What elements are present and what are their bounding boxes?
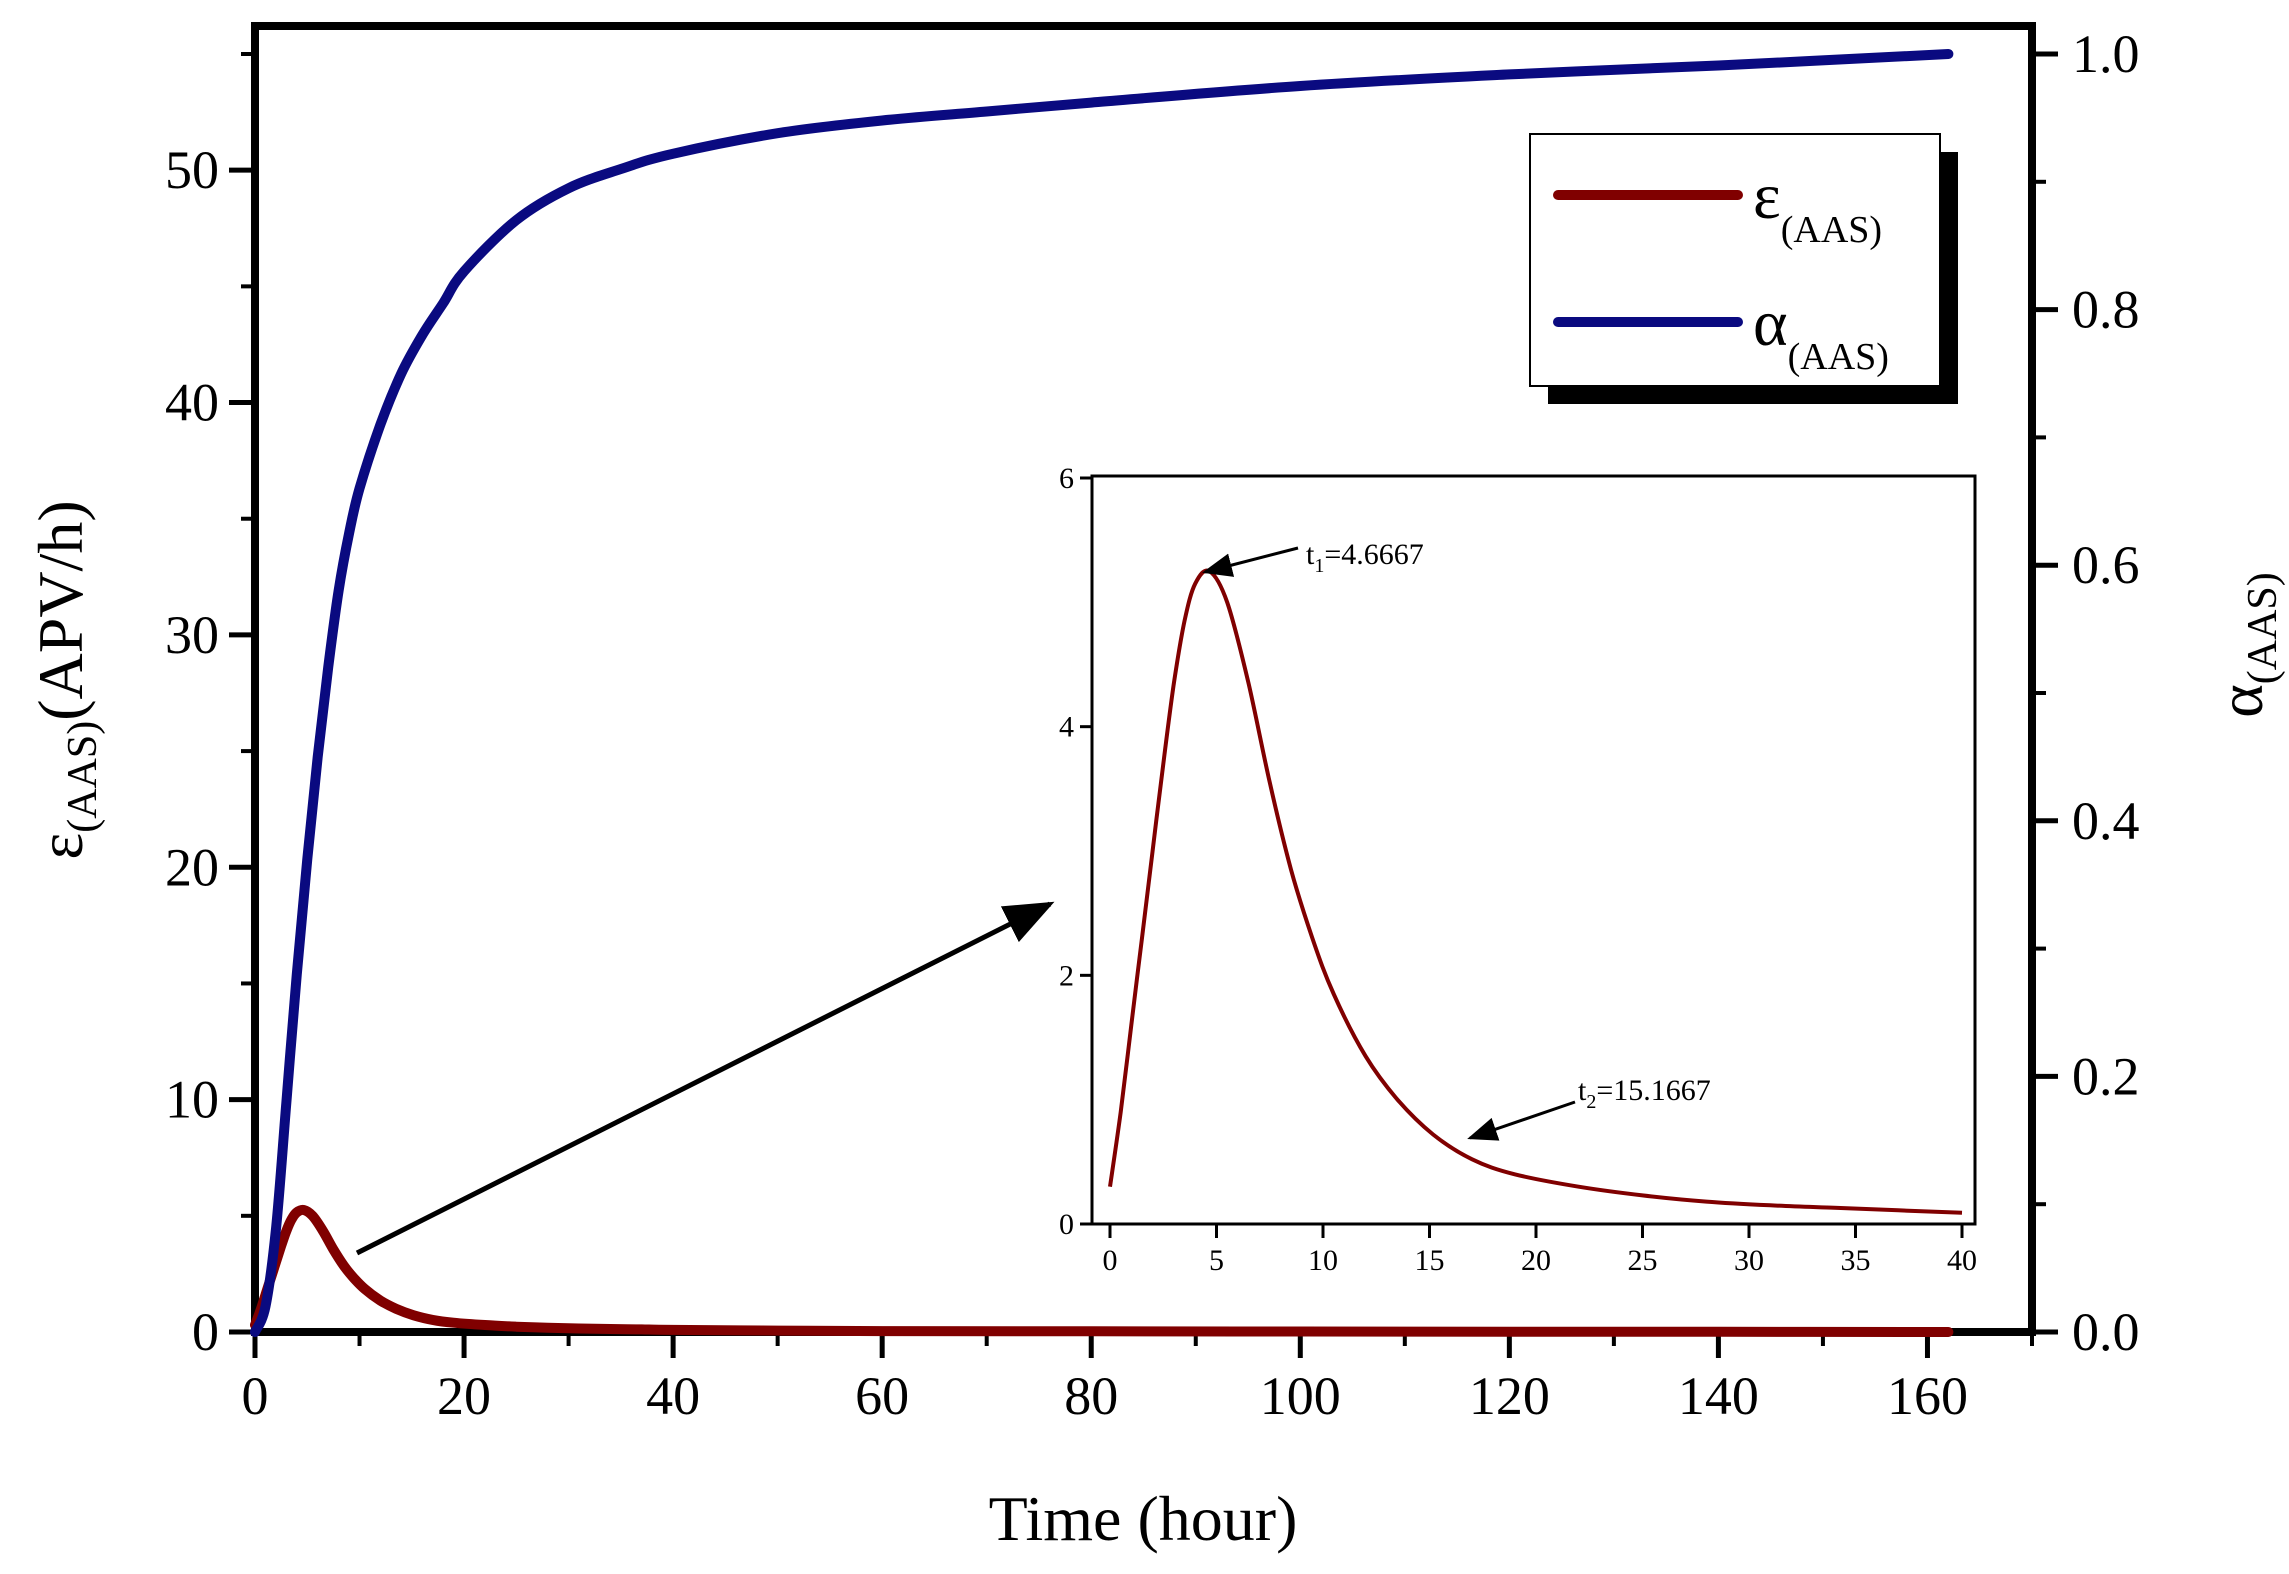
legend-epsilon-symbol: ε bbox=[1753, 160, 1781, 233]
legend-label-epsilon: ε(AAS) bbox=[1753, 160, 1882, 251]
annotation-t1-arrow bbox=[1202, 546, 1299, 577]
inset-series-epsilon-line bbox=[1108, 568, 1963, 1215]
y-left-tick-label-0: 0 bbox=[192, 1302, 219, 1362]
inset-y-tick-label-6: 6 bbox=[1059, 462, 1074, 495]
y-axis-left-title: ε(AAS)(APV/h) bbox=[25, 500, 106, 859]
x-axis-title: Time (hour) bbox=[989, 1483, 1298, 1554]
x-tick-label-60: 60 bbox=[855, 1366, 909, 1426]
x-tick-label-0: 0 bbox=[242, 1366, 269, 1426]
annotation-t1-symbol: t bbox=[1306, 538, 1315, 571]
inset-x-tick-label-25: 25 bbox=[1628, 1244, 1658, 1277]
legend-alpha-sub: (AAS) bbox=[1788, 336, 1889, 378]
x-tick-label-160: 160 bbox=[1887, 1366, 1968, 1426]
annotation-t2-arrow bbox=[1467, 1100, 1576, 1141]
inset-y-tick-label-0: 0 bbox=[1059, 1208, 1074, 1241]
x-tick-label-140: 140 bbox=[1678, 1366, 1759, 1426]
x-tick-label-100: 100 bbox=[1260, 1366, 1341, 1426]
annotation-t2-label: t2=15.1667 bbox=[1578, 1074, 1711, 1113]
y-right-tick-label-1.0: 1.0 bbox=[2072, 24, 2140, 84]
inset-x-tick-label-30: 30 bbox=[1734, 1244, 1764, 1277]
legend-box bbox=[1529, 133, 1941, 387]
series-alpha-line bbox=[250, 49, 1954, 1337]
inset-x-tick-label-40: 40 bbox=[1947, 1244, 1977, 1277]
annotation-t1-sub: 1 bbox=[1314, 555, 1324, 577]
inset-x-tick-label-10: 10 bbox=[1308, 1244, 1338, 1277]
inset-y-axis: 0 2 4 6 bbox=[1059, 462, 1092, 1241]
y-left-title-symbol: ε bbox=[25, 833, 96, 860]
inset-x-tick-label-15: 15 bbox=[1415, 1244, 1445, 1277]
y-left-title-unit: (APV/h) bbox=[25, 500, 96, 720]
y-right-tick-label-0.0: 0.0 bbox=[2072, 1302, 2140, 1362]
inset-y-tick-label-2: 2 bbox=[1059, 959, 1074, 992]
y-right-tick-label-0.4: 0.4 bbox=[2072, 791, 2140, 851]
inset-frame bbox=[1090, 474, 1977, 1226]
x-tick-label-120: 120 bbox=[1469, 1366, 1550, 1426]
legend: ε(AAS) α(AAS) bbox=[1529, 133, 1958, 404]
legend-label-alpha: α(AAS) bbox=[1753, 287, 1889, 378]
inset-x-tick-label-35: 35 bbox=[1841, 1244, 1871, 1277]
x-tick-label-20: 20 bbox=[437, 1366, 491, 1426]
annotation-t2-value: =15.1667 bbox=[1596, 1074, 1710, 1107]
inset-x-tick-label-0: 0 bbox=[1103, 1244, 1118, 1277]
legend-epsilon-sub: (AAS) bbox=[1781, 209, 1882, 251]
annotation-t2-symbol: t bbox=[1578, 1074, 1587, 1107]
x-axis: 0 20 40 60 80 100 120 140 160 bbox=[242, 1332, 2034, 1426]
y-right-title-sub: (AAS) bbox=[2240, 572, 2286, 684]
x-tick-label-80: 80 bbox=[1064, 1366, 1118, 1426]
y-axis-right: 0.0 0.2 0.4 0.6 0.8 1.0 bbox=[2032, 24, 2140, 1362]
inset-x-axis: 0 5 10 15 20 25 30 35 40 bbox=[1103, 1224, 1977, 1277]
annotation-t1-value: =4.6667 bbox=[1324, 538, 1423, 571]
y-left-tick-label-50: 50 bbox=[165, 140, 219, 200]
legend-alpha-symbol: α bbox=[1753, 287, 1788, 360]
inset-x-tick-label-5: 5 bbox=[1209, 1244, 1224, 1277]
inset-y-tick-label-4: 4 bbox=[1059, 711, 1074, 744]
zoom-arrow bbox=[355, 901, 1055, 1256]
y-left-tick-label-30: 30 bbox=[165, 605, 219, 665]
series-epsilon-line bbox=[250, 1204, 1954, 1337]
y-left-title-sub: (AAS) bbox=[60, 721, 106, 833]
y-right-tick-label-0.2: 0.2 bbox=[2072, 1046, 2140, 1106]
y-right-tick-label-0.6: 0.6 bbox=[2072, 535, 2140, 595]
y-left-tick-label-40: 40 bbox=[165, 373, 219, 433]
y-right-tick-label-0.8: 0.8 bbox=[2072, 280, 2140, 340]
y-axis-right-title: α(AAS) bbox=[2205, 572, 2286, 718]
y-right-title-symbol: α bbox=[2205, 684, 2276, 718]
inset-x-tick-label-20: 20 bbox=[1521, 1244, 1551, 1277]
y-left-tick-label-10: 10 bbox=[165, 1070, 219, 1130]
annotation-t1-label: t1=4.6667 bbox=[1306, 538, 1424, 577]
y-axis-left: 0 10 20 30 40 50 bbox=[165, 52, 255, 1362]
x-tick-label-40: 40 bbox=[646, 1366, 700, 1426]
y-left-tick-label-20: 20 bbox=[165, 837, 219, 897]
annotation-t2-sub: 2 bbox=[1586, 1091, 1596, 1113]
